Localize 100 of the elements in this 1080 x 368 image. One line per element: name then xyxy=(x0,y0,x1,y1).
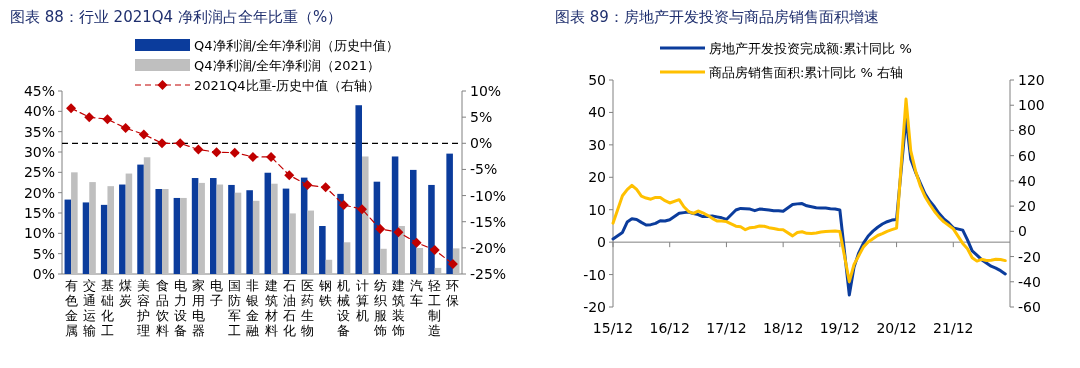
bar xyxy=(82,202,90,274)
y2-tick-label: -20 xyxy=(1018,248,1041,265)
bar xyxy=(343,242,351,274)
x-tick-label: 17/12 xyxy=(706,320,747,336)
y-tick-label: 10 xyxy=(588,201,606,218)
y-tick-label: 25% xyxy=(23,164,55,181)
y2-tick-label: -25% xyxy=(470,266,507,282)
bar xyxy=(155,189,162,274)
point xyxy=(193,144,204,155)
x-tick-label: 19/12 xyxy=(819,320,861,336)
bar xyxy=(234,192,242,274)
point xyxy=(302,180,313,191)
legend-label: Q4净利润/全年净利润（2021） xyxy=(194,58,380,73)
x-tick-label: 石油石化 xyxy=(282,278,296,338)
x-tick-label: 18/12 xyxy=(762,320,804,336)
x-tick-label: 煤炭 xyxy=(119,278,133,308)
x-tick-label: 建筑材料 xyxy=(263,278,278,338)
y2-tick-label: -20% xyxy=(470,239,507,256)
bar xyxy=(228,184,235,274)
x-tick-label: 电子 xyxy=(210,278,224,308)
point xyxy=(284,170,295,181)
y2-tick-label: 5% xyxy=(470,109,493,126)
point xyxy=(266,151,277,162)
bar xyxy=(210,178,217,274)
y2-tick-label: 20 xyxy=(1018,198,1036,215)
point xyxy=(84,112,95,123)
y2-tick-label: -15% xyxy=(470,213,507,230)
bar xyxy=(162,189,169,274)
bar xyxy=(216,184,224,274)
x-tick-label: 有色金属 xyxy=(64,278,78,338)
x-tick-label: 21/12 xyxy=(933,320,974,336)
y-tick-label: 40 xyxy=(588,104,606,121)
point xyxy=(138,129,149,140)
y-tick-label: 0% xyxy=(32,266,55,282)
x-tick-label: 纺织服饰 xyxy=(372,278,387,338)
y2-tick-label: -10% xyxy=(470,187,507,204)
x-tick-label: 电力设备 xyxy=(173,278,187,338)
y2-tick-label: -40 xyxy=(1018,273,1041,290)
bar xyxy=(337,193,344,274)
y2-tick-label: 80 xyxy=(1018,122,1036,139)
y2-tick-label: -5% xyxy=(470,161,498,178)
x-tick-label: 非银金融 xyxy=(245,278,260,338)
bar xyxy=(325,259,333,274)
point xyxy=(102,114,113,125)
bar xyxy=(319,226,326,274)
bar xyxy=(119,184,126,274)
bar xyxy=(252,200,260,274)
point xyxy=(393,227,404,238)
y-tick-label: 20% xyxy=(23,184,55,201)
point xyxy=(411,237,422,248)
bar xyxy=(289,213,296,274)
bar xyxy=(246,190,253,274)
x-tick-label: 机械设备 xyxy=(337,278,351,338)
x-tick-label: 钢铁 xyxy=(318,278,333,308)
point xyxy=(320,182,331,193)
legend-label: 房地产开发投资完成额:累计同比 % xyxy=(709,41,912,56)
y-tick-label: 30% xyxy=(23,144,55,160)
y-tick-label: 15% xyxy=(23,205,55,221)
bar xyxy=(271,183,278,274)
y-tick-label: 20 xyxy=(588,169,606,186)
y2-tick-label: 0% xyxy=(470,135,493,152)
point xyxy=(429,244,440,255)
point xyxy=(338,199,349,210)
bar xyxy=(398,226,405,274)
y-tick-label: 50 xyxy=(588,72,606,88)
bar xyxy=(89,182,96,274)
y2-tick-label: 10% xyxy=(470,83,502,99)
bar xyxy=(107,186,114,274)
x-tick-label: 计算机 xyxy=(355,278,369,323)
point xyxy=(157,138,167,149)
bar xyxy=(416,247,424,274)
legend-label: 2021Q4比重-历史中值（右轴） xyxy=(194,78,381,93)
bar xyxy=(191,178,199,274)
point xyxy=(66,103,77,114)
y2-tick-label: -60 xyxy=(1018,299,1041,315)
point xyxy=(247,151,258,162)
chart-title: 图表 88：行业 2021Q4 净利润占全年比重（%） xyxy=(10,8,343,26)
x-tick-label: 美容护理 xyxy=(136,278,151,338)
point xyxy=(229,147,240,158)
bar xyxy=(180,197,187,274)
legend-label: 商品房销售面积:累计同比 % 右轴 xyxy=(709,65,903,80)
bar xyxy=(380,248,387,274)
bar xyxy=(362,156,369,274)
bar xyxy=(173,197,181,274)
point xyxy=(175,138,186,149)
x-tick-label: 汽车 xyxy=(410,278,424,308)
bar xyxy=(137,164,144,274)
bar xyxy=(198,182,205,274)
bar xyxy=(125,173,133,274)
y-tick-label: 10% xyxy=(23,225,55,242)
y-tick-label: 45% xyxy=(23,83,55,99)
x-tick-label: 家用电器 xyxy=(191,278,205,338)
bar xyxy=(355,105,362,274)
x-tick-label: 环保 xyxy=(446,278,460,308)
y-tick-label: 5% xyxy=(32,245,55,262)
x-tick-label: 轻工制造 xyxy=(428,278,442,338)
y2-tick-label: 60 xyxy=(1018,147,1036,164)
x-tick-label: 20/12 xyxy=(876,320,917,336)
x-tick-label: 交通运输 xyxy=(82,278,96,338)
x-tick-label: 食品饮料 xyxy=(154,278,169,338)
